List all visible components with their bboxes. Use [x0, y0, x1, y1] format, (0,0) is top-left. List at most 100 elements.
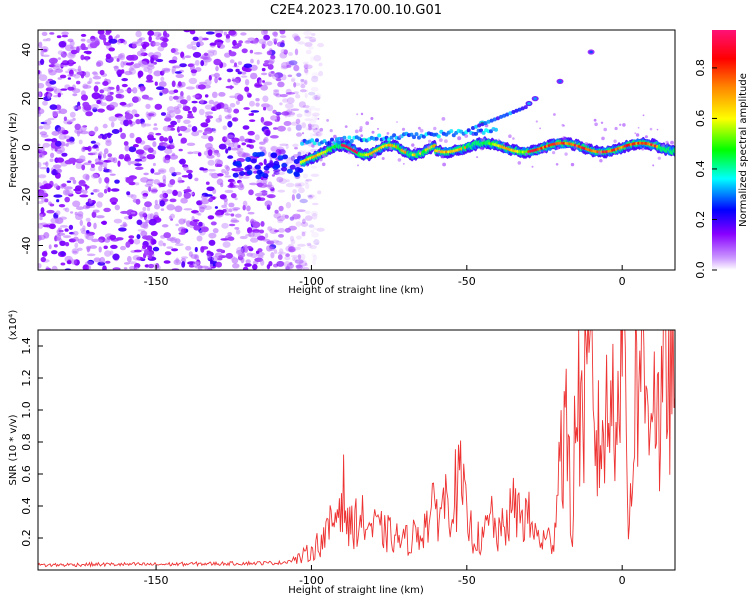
spectrogram-noise-blob	[133, 249, 142, 253]
spectrogram-noise-blob	[283, 49, 288, 55]
spectrogram-noise-blob	[270, 187, 275, 192]
spectrogram-noise-blob	[296, 209, 306, 212]
spectrogram-noise-blob	[303, 80, 307, 85]
spectrogram-noise-blob	[419, 150, 422, 154]
spectrogram-noise-blob	[272, 31, 278, 36]
spectrogram-noise-blob	[72, 93, 78, 97]
spectrogram-noise-blob	[288, 246, 296, 253]
spectrogram-noise-blob	[270, 252, 275, 259]
spectrogram-noise-blob	[200, 198, 210, 205]
spectrogram-noise-blob	[82, 83, 89, 89]
spectrogram-noise-blob	[254, 164, 261, 170]
spectrogram-noise-blob	[225, 37, 231, 43]
spectrogram-noise-blob	[183, 30, 191, 33]
spectrogram-noise-blob	[437, 150, 441, 154]
spectrogram-noise-blob	[244, 79, 250, 86]
spectrogram-noise-blob	[250, 72, 258, 80]
spectrogram-noise-blob	[147, 113, 155, 117]
spectrogram-noise-blob	[276, 176, 284, 183]
spectrogram-noise-blob	[253, 52, 263, 55]
spectrogram-noise-blob	[118, 227, 127, 232]
colorbar-tick-label: 0.0	[694, 261, 707, 279]
spectrogram-noise-blob	[318, 70, 324, 77]
spectrogram-noise-blob	[191, 126, 198, 132]
spectrogram-noise-blob	[177, 191, 182, 198]
spectrogram-noise-blob	[98, 246, 102, 253]
spectrogram-noise-blob	[50, 152, 55, 158]
spectrogram-noise-blob	[274, 229, 279, 233]
spectrogram-noise-blob	[199, 99, 204, 104]
spectrogram-noise-blob	[248, 231, 255, 238]
spectrogram-band-mark	[481, 130, 486, 135]
spectrogram-noise-blob	[85, 217, 91, 222]
spectrogram-noise-blob	[305, 178, 313, 182]
spectrogram-noise-blob	[254, 192, 264, 197]
spectrogram-noise-blob	[319, 157, 323, 162]
spectrogram-noise-blob	[83, 162, 92, 166]
spectrogram-noise-blob	[126, 255, 132, 263]
spectrogram-noise-blob	[187, 124, 192, 128]
spectrogram-noise-blob	[216, 41, 223, 47]
spectrogram-noise-blob	[206, 253, 211, 260]
spectrogram-noise-blob	[75, 206, 84, 211]
snr-x-label: Height of straight line (km)	[288, 585, 424, 596]
spectrogram-noise-blob	[134, 158, 143, 162]
spectrogram-noise-blob	[213, 58, 222, 66]
spectrogram-noise-blob	[284, 227, 291, 233]
spectrogram-noise-blob	[58, 204, 66, 208]
spectrogram-noise-blob	[277, 228, 286, 233]
spectrogram-noise-blob	[314, 107, 321, 112]
spectrogram-noise-blob	[352, 147, 355, 150]
spectrogram-noise-blob	[193, 224, 201, 231]
spectrogram-noise-blob	[411, 143, 415, 147]
spectrogram-noise-blob	[116, 84, 120, 92]
spectrogram-band-mark	[392, 133, 397, 138]
spectrogram-noise-blob	[310, 210, 318, 217]
spectrogram-noise-blob	[129, 132, 135, 139]
spectrogram-band-mark	[672, 147, 675, 154]
spectrogram-noise-blob	[99, 89, 105, 94]
spectrogram-noise-blob	[273, 92, 279, 96]
spectrogram-noise-blob	[163, 157, 171, 164]
spectrogram-noise-blob	[252, 152, 259, 157]
spectrogram-noise-blob	[635, 133, 640, 137]
spectrogram-branch-mark	[520, 106, 525, 111]
spectrogram-noise-blob	[248, 113, 254, 116]
spectrogram-noise-blob	[143, 172, 149, 176]
spectrogram-noise-blob	[227, 232, 233, 236]
spectrogram-noise-blob	[123, 119, 130, 127]
spectrogram-band-mark	[327, 140, 332, 145]
spectrogram-noise-blob	[75, 185, 82, 192]
spectrogram-noise-blob	[223, 31, 228, 36]
spectrogram-noise-blob	[433, 126, 437, 131]
spectrogram-noise-blob	[181, 257, 186, 263]
spectrogram-branch-mark	[502, 113, 507, 118]
spectrogram-noise-blob	[153, 179, 160, 185]
spectrogram-noise-blob	[309, 194, 315, 198]
spectrogram-noise-blob	[273, 89, 280, 92]
spectrogram-noise-blob	[148, 253, 153, 260]
spectrogram-noise-blob	[260, 84, 269, 91]
spectrogram-noise-blob	[299, 198, 308, 204]
spectrogram-noise-blob	[243, 63, 253, 69]
spectrogram-noise-blob	[146, 74, 153, 81]
x-tick-label: -150	[144, 275, 169, 288]
spectrogram-noise-blob	[324, 147, 327, 150]
spectrogram-noise-blob	[105, 96, 111, 100]
spectrogram-noise-blob	[60, 262, 66, 266]
spectrogram-noise-blob	[169, 154, 179, 160]
spectrogram-noise-blob	[260, 146, 266, 152]
spectrogram-noise-blob	[244, 166, 251, 171]
y-tick-label: 0.2	[20, 529, 33, 547]
spectrogram-noise-blob	[303, 64, 313, 69]
spectrogram-noise-blob	[206, 266, 212, 270]
x-tick-label: -100	[299, 275, 324, 288]
spectrogram-noise-blob	[230, 213, 235, 217]
spectrogram-noise-blob	[38, 161, 42, 168]
spectrogram-noise-blob	[93, 222, 97, 230]
spectrogram-noise-blob	[248, 138, 253, 143]
spectrogram-noise-blob	[224, 189, 234, 194]
spectrogram-noise-blob	[266, 104, 274, 112]
spectrogram-noise-blob	[136, 219, 143, 226]
spectrogram-noise-blob	[297, 254, 302, 260]
